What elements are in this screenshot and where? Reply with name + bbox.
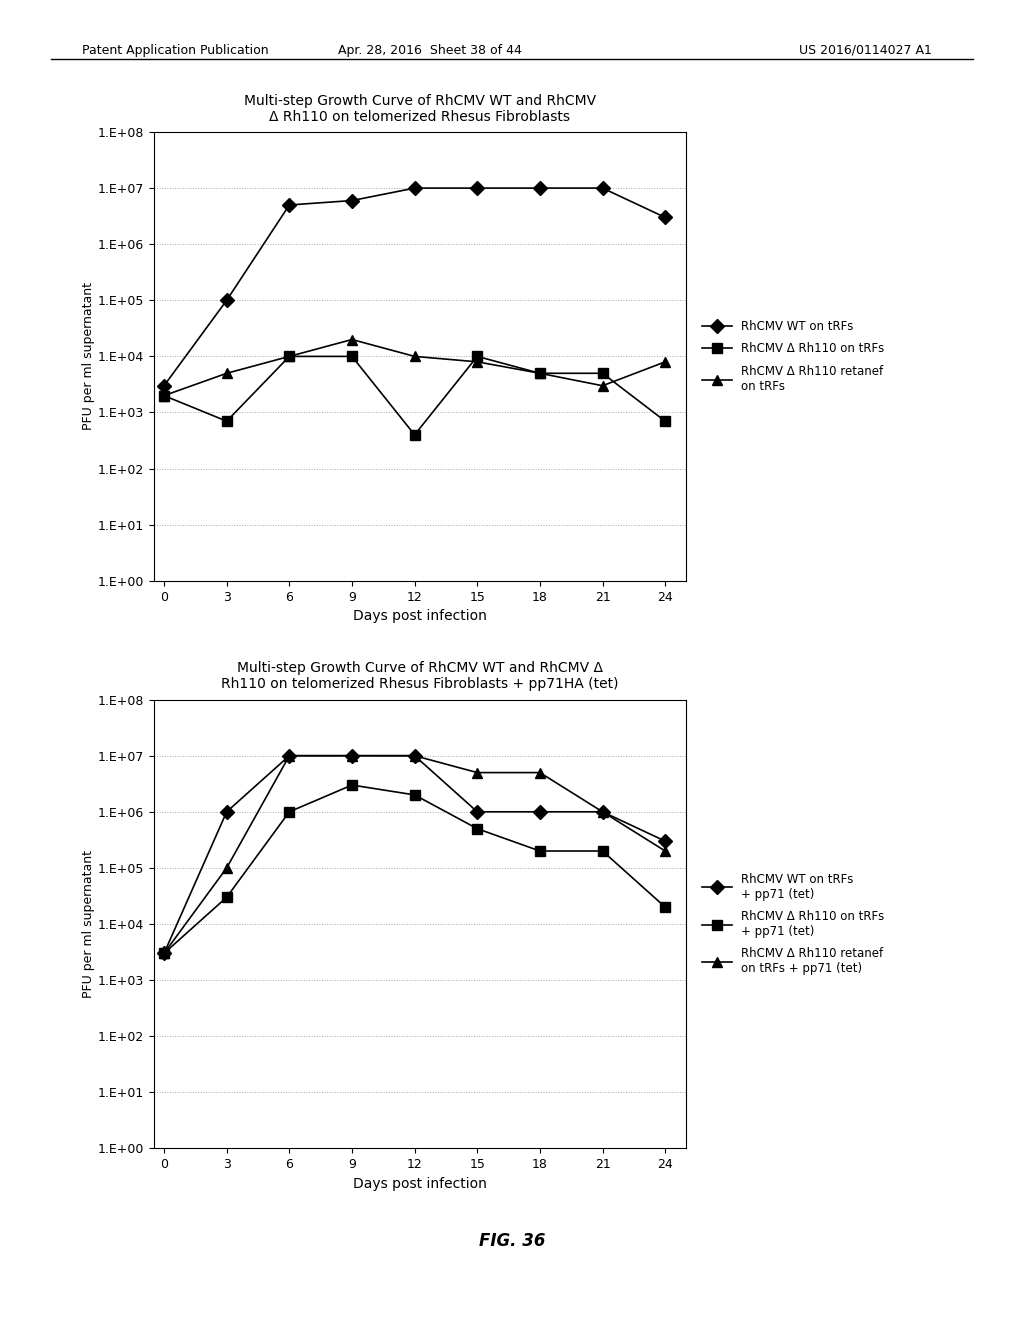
RhCMV Δ Rh110 on tRFs
+ pp71 (tet) <box>409 787 421 803</box>
Text: US 2016/0114027 A1: US 2016/0114027 A1 <box>799 44 932 57</box>
Line: RhCMV WT on tRFs: RhCMV WT on tRFs <box>159 183 670 391</box>
Y-axis label: PFU per ml supernatant: PFU per ml supernatant <box>82 282 95 430</box>
RhCMV WT on tRFs
+ pp71 (tet) <box>534 804 546 820</box>
RhCMV Δ Rh110 on tRFs <box>284 348 296 364</box>
RhCMV WT on tRFs <box>158 378 170 393</box>
RhCMV Δ Rh110 retanef
on tRFs <box>659 354 672 370</box>
X-axis label: Days post infection: Days post infection <box>353 609 486 623</box>
RhCMV WT on tRFs <box>220 292 232 308</box>
RhCMV Δ Rh110 retanef
on tRFs <box>346 331 358 347</box>
RhCMV Δ Rh110 on tRFs <box>220 413 232 429</box>
Y-axis label: PFU per ml supernatant: PFU per ml supernatant <box>82 850 95 998</box>
RhCMV Δ Rh110 retanef
on tRFs + pp71 (tet) <box>220 861 232 876</box>
RhCMV Δ Rh110 retanef
on tRFs + pp71 (tet) <box>284 747 296 763</box>
RhCMV WT on tRFs
+ pp71 (tet) <box>409 747 421 763</box>
RhCMV Δ Rh110 retanef
on tRFs <box>534 366 546 381</box>
RhCMV Δ Rh110 on tRFs
+ pp71 (tet) <box>471 821 483 837</box>
RhCMV WT on tRFs
+ pp71 (tet) <box>659 833 672 849</box>
RhCMV WT on tRFs <box>659 210 672 226</box>
Line: RhCMV Δ Rh110 retanef
on tRFs + pp71 (tet): RhCMV Δ Rh110 retanef on tRFs + pp71 (te… <box>159 751 670 958</box>
RhCMV WT on tRFs
+ pp71 (tet) <box>220 804 232 820</box>
RhCMV Δ Rh110 on tRFs
+ pp71 (tet) <box>659 899 672 915</box>
RhCMV Δ Rh110 on tRFs <box>471 348 483 364</box>
RhCMV Δ Rh110 on tRFs
+ pp71 (tet) <box>220 890 232 906</box>
RhCMV Δ Rh110 on tRFs
+ pp71 (tet) <box>534 843 546 859</box>
Line: RhCMV WT on tRFs
+ pp71 (tet): RhCMV WT on tRFs + pp71 (tet) <box>159 751 670 958</box>
RhCMV Δ Rh110 on tRFs <box>158 388 170 404</box>
Line: RhCMV Δ Rh110 retanef
on tRFs: RhCMV Δ Rh110 retanef on tRFs <box>159 335 670 400</box>
Text: FIG. 36: FIG. 36 <box>479 1232 545 1250</box>
RhCMV WT on tRFs <box>409 180 421 195</box>
RhCMV Δ Rh110 retanef
on tRFs + pp71 (tet) <box>471 764 483 780</box>
RhCMV Δ Rh110 retanef
on tRFs + pp71 (tet) <box>409 747 421 763</box>
Title: Multi-step Growth Curve of RhCMV WT and RhCMV Δ
Rh110 on telomerized Rhesus Fibr: Multi-step Growth Curve of RhCMV WT and … <box>221 661 618 692</box>
RhCMV WT on tRFs <box>284 197 296 213</box>
RhCMV Δ Rh110 on tRFs <box>346 348 358 364</box>
RhCMV Δ Rh110 on tRFs
+ pp71 (tet) <box>284 804 296 820</box>
Legend: RhCMV WT on tRFs, RhCMV Δ Rh110 on tRFs, RhCMV Δ Rh110 retanef
on tRFs: RhCMV WT on tRFs, RhCMV Δ Rh110 on tRFs,… <box>697 315 889 397</box>
RhCMV Δ Rh110 on tRFs <box>659 413 672 429</box>
X-axis label: Days post infection: Days post infection <box>353 1176 486 1191</box>
RhCMV Δ Rh110 retanef
on tRFs + pp71 (tet) <box>659 843 672 859</box>
RhCMV Δ Rh110 on tRFs <box>534 366 546 381</box>
RhCMV Δ Rh110 retanef
on tRFs <box>471 354 483 370</box>
RhCMV WT on tRFs
+ pp71 (tet) <box>158 945 170 961</box>
RhCMV Δ Rh110 on tRFs
+ pp71 (tet) <box>596 843 608 859</box>
RhCMV WT on tRFs
+ pp71 (tet) <box>471 804 483 820</box>
Line: RhCMV Δ Rh110 on tRFs: RhCMV Δ Rh110 on tRFs <box>159 351 670 440</box>
RhCMV Δ Rh110 retanef
on tRFs + pp71 (tet) <box>596 804 608 820</box>
RhCMV WT on tRFs <box>471 180 483 195</box>
RhCMV Δ Rh110 retanef
on tRFs <box>284 348 296 364</box>
RhCMV WT on tRFs <box>346 193 358 209</box>
RhCMV WT on tRFs
+ pp71 (tet) <box>596 804 608 820</box>
Legend: RhCMV WT on tRFs
+ pp71 (tet), RhCMV Δ Rh110 on tRFs
+ pp71 (tet), RhCMV Δ Rh110: RhCMV WT on tRFs + pp71 (tet), RhCMV Δ R… <box>697 867 889 981</box>
RhCMV WT on tRFs <box>596 180 608 195</box>
RhCMV Δ Rh110 retanef
on tRFs <box>409 348 421 364</box>
RhCMV Δ Rh110 on tRFs <box>596 366 608 381</box>
RhCMV WT on tRFs
+ pp71 (tet) <box>284 747 296 763</box>
RhCMV WT on tRFs <box>534 180 546 195</box>
Text: Patent Application Publication: Patent Application Publication <box>82 44 268 57</box>
RhCMV Δ Rh110 retanef
on tRFs <box>596 378 608 393</box>
RhCMV Δ Rh110 retanef
on tRFs <box>220 366 232 381</box>
RhCMV WT on tRFs
+ pp71 (tet) <box>346 747 358 763</box>
Title: Multi-step Growth Curve of RhCMV WT and RhCMV
Δ Rh110 on telomerized Rhesus Fibr: Multi-step Growth Curve of RhCMV WT and … <box>244 94 596 124</box>
Text: Apr. 28, 2016  Sheet 38 of 44: Apr. 28, 2016 Sheet 38 of 44 <box>338 44 522 57</box>
RhCMV Δ Rh110 retanef
on tRFs + pp71 (tet) <box>346 747 358 763</box>
RhCMV Δ Rh110 on tRFs
+ pp71 (tet) <box>158 945 170 961</box>
RhCMV Δ Rh110 retanef
on tRFs <box>158 388 170 404</box>
Line: RhCMV Δ Rh110 on tRFs
+ pp71 (tet): RhCMV Δ Rh110 on tRFs + pp71 (tet) <box>159 780 670 958</box>
RhCMV Δ Rh110 retanef
on tRFs + pp71 (tet) <box>158 945 170 961</box>
RhCMV Δ Rh110 on tRFs
+ pp71 (tet) <box>346 777 358 793</box>
RhCMV Δ Rh110 retanef
on tRFs + pp71 (tet) <box>534 764 546 780</box>
RhCMV Δ Rh110 on tRFs <box>409 426 421 442</box>
